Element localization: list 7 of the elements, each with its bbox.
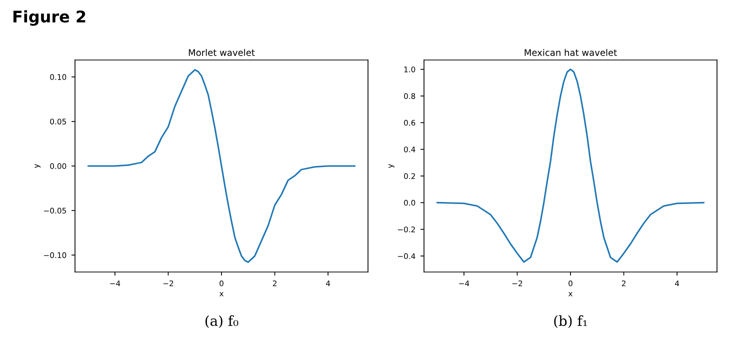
chart-title: Mexican hat wavelet — [524, 48, 617, 56]
text: (b) f₁ — [554, 315, 587, 328]
chart-title: Morlet wavelet — [188, 48, 255, 56]
line-series — [436, 68, 704, 263]
caption: Figure 2 — [13, 10, 86, 26]
line-series — [88, 69, 356, 263]
text: (a) f₀ — [205, 315, 238, 328]
